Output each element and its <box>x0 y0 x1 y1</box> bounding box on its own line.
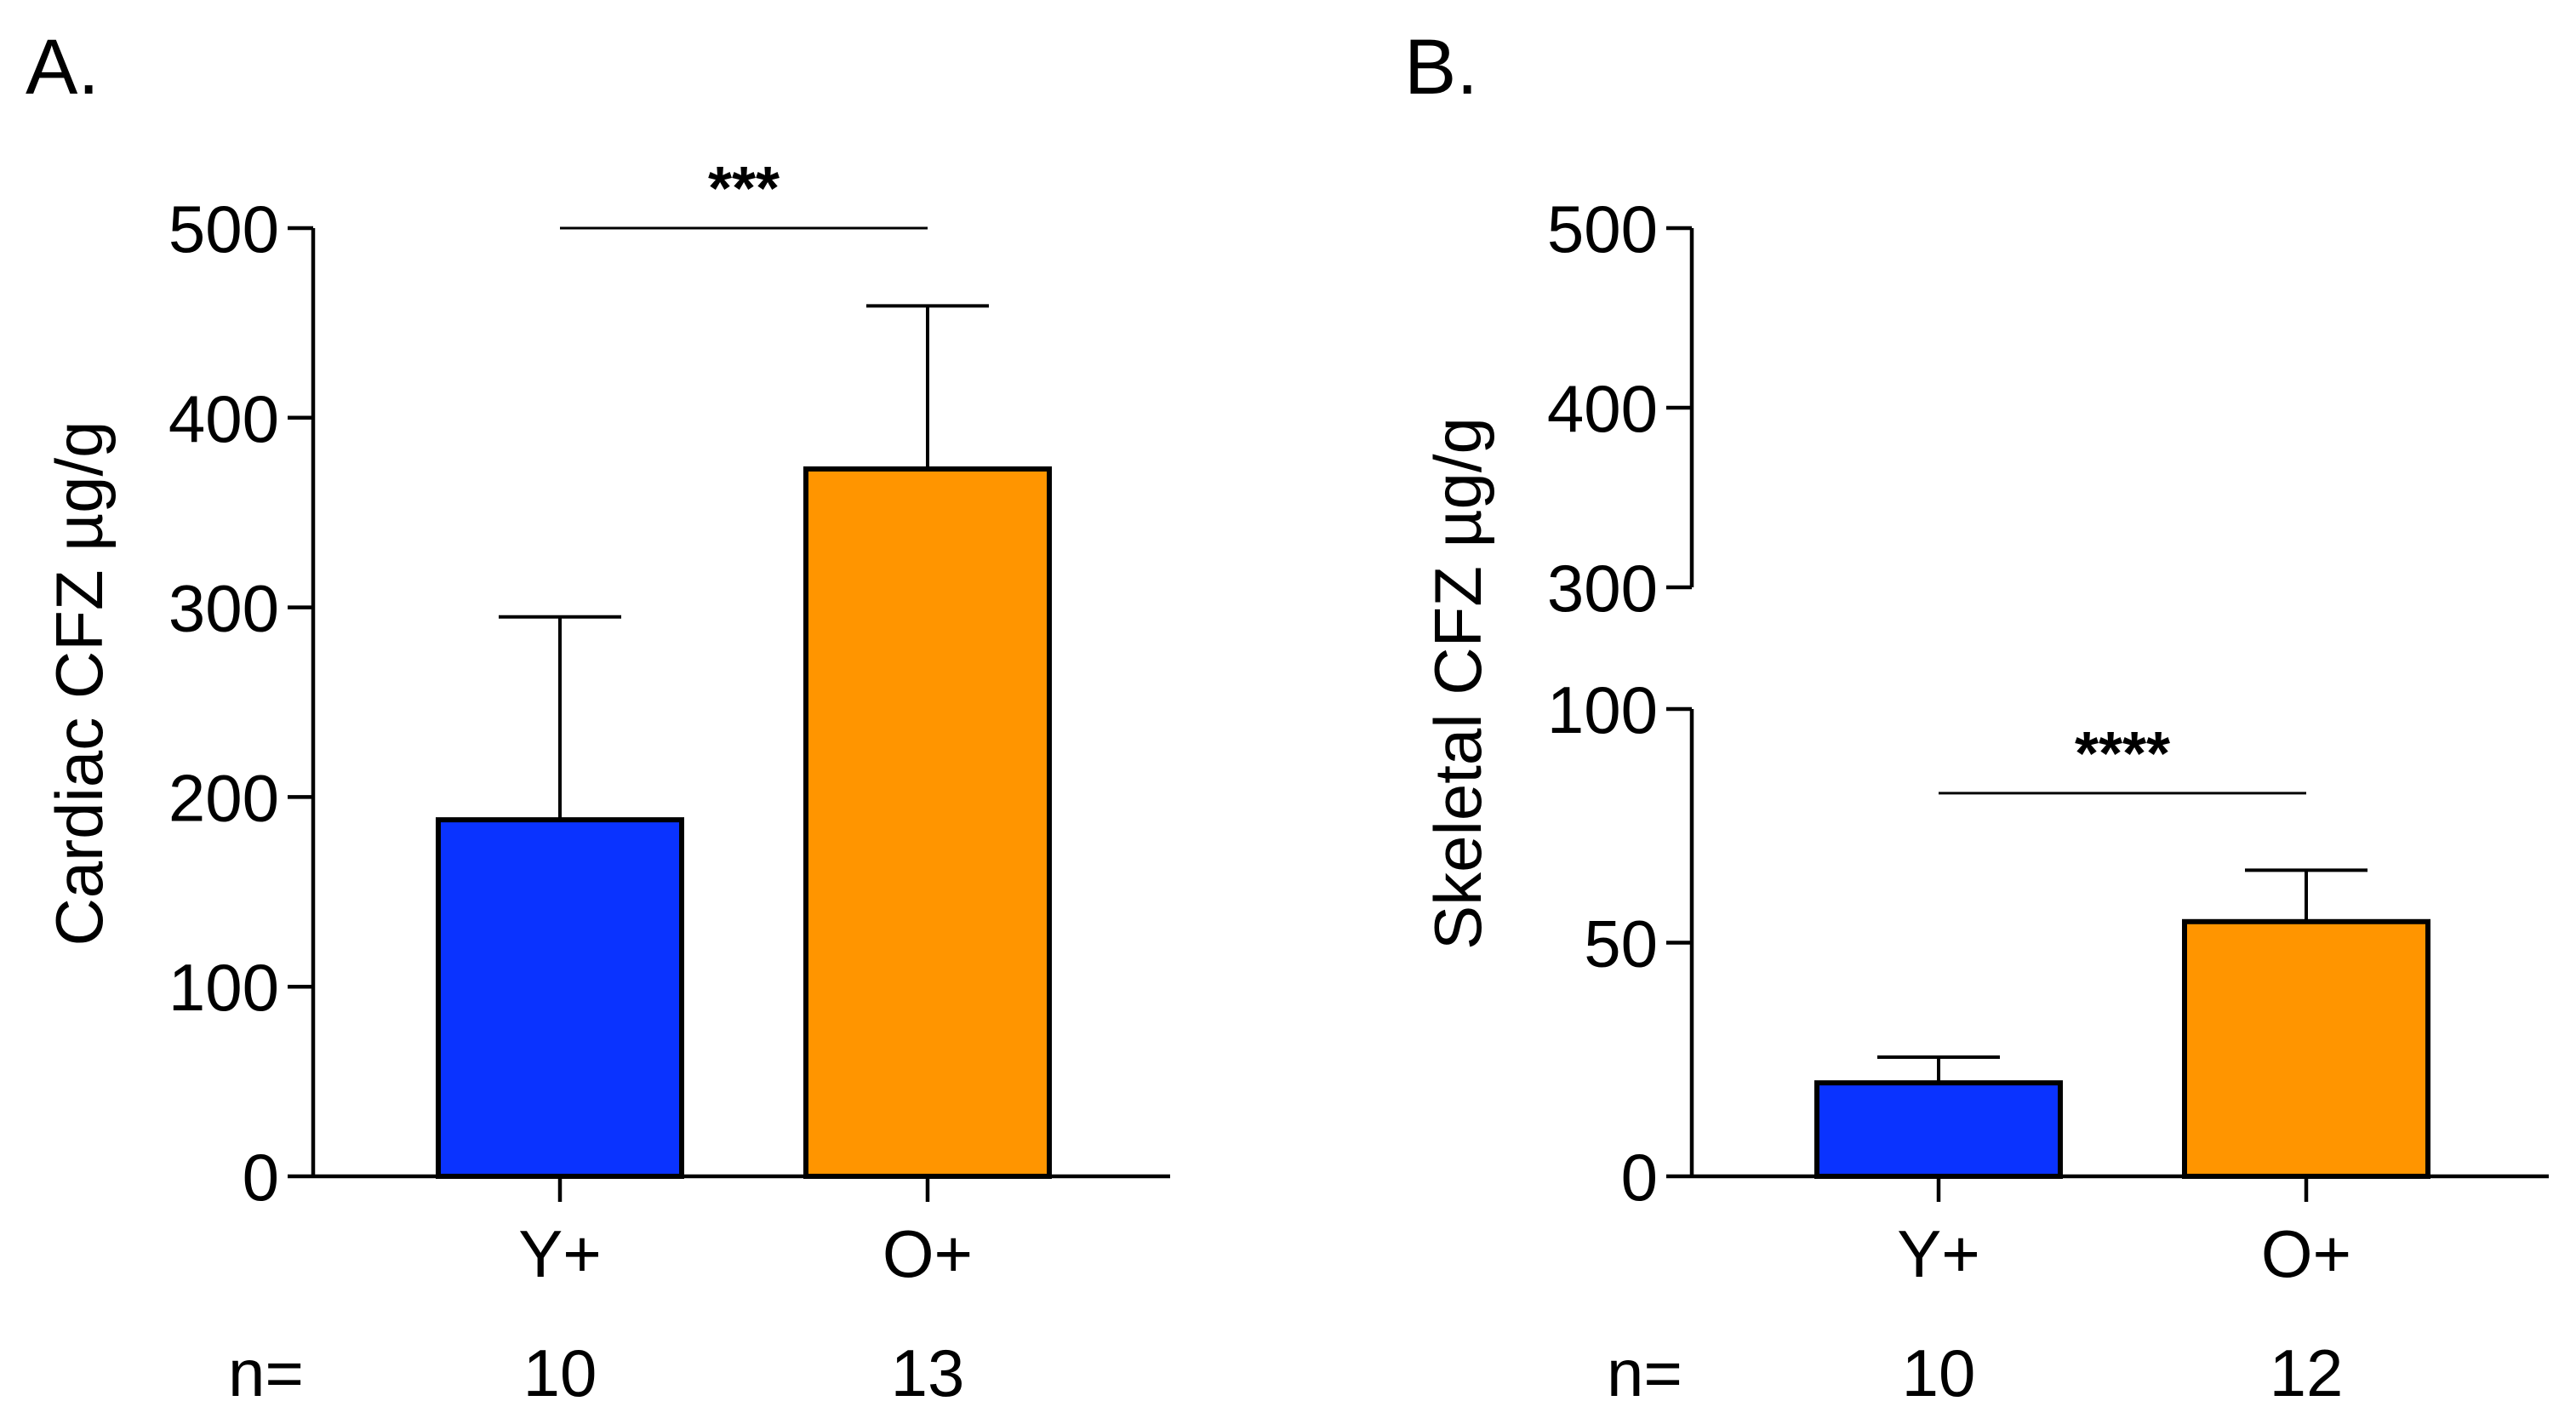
axes-b <box>1689 228 2549 1202</box>
y-axis-label-a: Cardiac CFZ µg/g <box>42 420 117 946</box>
n-prefix-a: n= <box>228 1335 304 1410</box>
y-tick-label-b: 400 <box>1547 371 1658 446</box>
y-tick-label-a: 200 <box>168 760 279 835</box>
bars-b <box>1814 868 2430 1180</box>
n-labels-b: 10 12 n= <box>1607 1335 2343 1410</box>
category-label-b: Y+ <box>1897 1216 1980 1291</box>
y-tick-label-a: 100 <box>168 950 279 1025</box>
panel-label-a: A. <box>26 24 100 111</box>
y-tick-label-a: 400 <box>168 381 279 456</box>
bar-b-1 <box>1814 1080 2063 1179</box>
n-value-a: 13 <box>891 1335 965 1410</box>
y-tick-label-a: 0 <box>243 1140 279 1215</box>
n-value-b: 12 <box>2270 1335 2344 1410</box>
y-axis-label-b: Skeletal CFZ µg/g <box>1420 417 1495 950</box>
y-tick-label-b: 500 <box>1547 192 1658 266</box>
significance-a: *** <box>560 155 928 230</box>
bar-b-2 <box>2182 918 2430 1180</box>
axes-a <box>311 228 1170 1202</box>
category-label-a: Y+ <box>518 1216 602 1291</box>
category-labels-a: Y+ O+ <box>518 1216 973 1291</box>
y-axis-ticks-b: 0 50 100 300 400 500 <box>1547 192 1692 1215</box>
y-tick-label-b: 0 <box>1621 1140 1658 1215</box>
significance-b: **** <box>1939 720 2306 795</box>
bar-a-2 <box>803 466 1052 1179</box>
y-tick-label-a: 300 <box>168 571 279 646</box>
y-tick-label-b: 50 <box>1584 906 1658 981</box>
significance-stars-b: **** <box>2075 720 2170 788</box>
n-labels-a: 10 13 n= <box>228 1335 964 1410</box>
y-axis-ticks-a: 0 100 200 300 400 500 <box>168 192 313 1215</box>
bars-a <box>436 304 1052 1179</box>
panel-label-b: B. <box>1404 24 1478 111</box>
category-label-a: O+ <box>882 1216 973 1291</box>
panel-a: A. Cardiac CFZ µg/g 0 100 200 300 400 500 ***… <box>26 24 1170 1410</box>
panel-b: B. Skeletal CFZ µg/g 0 50 100 300 400 500 ***… <box>1404 24 2549 1410</box>
significance-stars-a: *** <box>708 155 780 223</box>
bar-a-1 <box>436 817 684 1179</box>
n-prefix-b: n= <box>1607 1335 1682 1410</box>
y-tick-label-b: 300 <box>1547 551 1658 626</box>
y-tick-label-a: 500 <box>168 192 279 266</box>
category-labels-b: Y+ O+ <box>1897 1216 2351 1291</box>
y-tick-label-b: 100 <box>1547 672 1658 747</box>
n-value-b: 10 <box>1902 1335 1976 1410</box>
n-value-a: 10 <box>523 1335 597 1410</box>
category-label-b: O+ <box>2261 1216 2351 1291</box>
